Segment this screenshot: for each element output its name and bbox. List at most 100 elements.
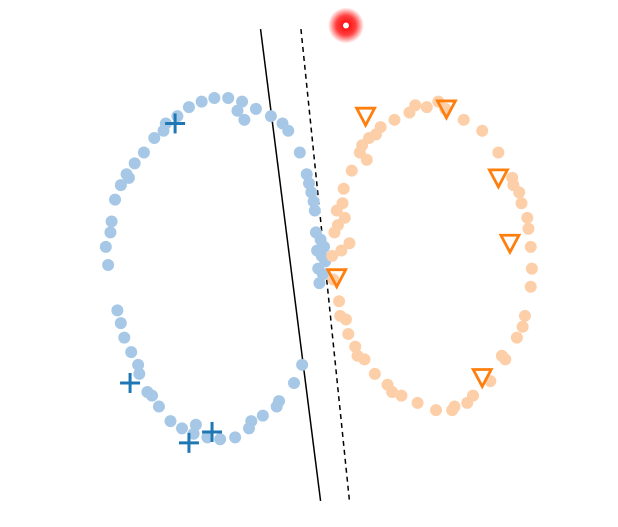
- unlabeled-points: [99, 92, 538, 446]
- unlabeled-class-a-point: [270, 400, 283, 413]
- unlabeled-class-b-point: [386, 386, 399, 399]
- unlabeled-class-b-point: [360, 153, 373, 166]
- unlabeled-class-a-point: [164, 415, 177, 428]
- unlabeled-class-a-point: [245, 415, 258, 428]
- unlabeled-class-a-point: [104, 226, 117, 239]
- unlabeled-class-a-point: [111, 304, 124, 317]
- unlabeled-class-b-point: [349, 340, 362, 353]
- unlabeled-class-a-point: [296, 358, 309, 371]
- unlabeled-class-b-point: [339, 313, 352, 326]
- unlabeled-class-b-point: [495, 349, 508, 362]
- labeled-class-b-marker: [354, 106, 377, 129]
- unlabeled-class-a-point: [300, 168, 313, 181]
- unlabeled-class-b-point: [333, 295, 346, 308]
- unlabeled-class-a-point: [308, 204, 321, 217]
- unlabeled-class-a-point: [214, 433, 227, 446]
- unlabeled-class-a-point: [256, 409, 269, 422]
- unlabeled-class-a-point: [307, 195, 320, 208]
- unlabeled-class-b-point: [525, 262, 538, 275]
- unlabeled-class-a-point: [305, 186, 318, 199]
- unlabeled-class-a-point: [146, 389, 158, 402]
- unlabeled-class-a-point: [152, 400, 165, 413]
- labeled-class-a-marker: [165, 113, 186, 134]
- unlabeled-class-a-point: [229, 431, 242, 444]
- unlabeled-class-a-point: [114, 317, 127, 330]
- unlabeled-class-b-point: [446, 404, 459, 417]
- unlabeled-class-a-point: [182, 101, 195, 114]
- unlabeled-class-a-point: [313, 277, 326, 290]
- unlabeled-class-a-point: [264, 110, 277, 123]
- unlabeled-class-b-point: [356, 139, 369, 152]
- unlabeled-class-a-point: [122, 171, 135, 184]
- labeled-class-b-marker: [435, 99, 458, 121]
- unlabeled-class-b-point: [516, 320, 529, 333]
- labeled-class-b-marker: [470, 368, 494, 390]
- unlabeled-class-b-point: [336, 197, 349, 210]
- unlabeled-class-b-point: [420, 101, 433, 114]
- unlabeled-class-a-point: [316, 268, 329, 281]
- labeled-class-b-marker: [487, 168, 510, 190]
- unlabeled-class-a-point: [99, 240, 112, 253]
- unlabeled-class-a-point: [176, 422, 189, 435]
- labeled-class-a-marker: [202, 421, 223, 442]
- labeled-class-a-marker: [178, 432, 199, 453]
- unlabeled-class-a-point: [238, 113, 251, 126]
- unlabeled-class-a-point: [288, 376, 301, 389]
- unlabeled-class-b-point: [522, 222, 535, 235]
- unlabeled-class-a-point: [187, 427, 200, 440]
- unlabeled-class-a-point: [293, 146, 306, 159]
- labeled-class-b-marker: [325, 268, 349, 290]
- unlabeled-class-a-point: [137, 146, 150, 159]
- unlabeled-class-b-point: [409, 99, 422, 112]
- unlabeled-class-b-point: [518, 309, 531, 322]
- unlabeled-class-b-point: [337, 182, 350, 195]
- labeled-points: [120, 99, 522, 453]
- unlabeled-class-b-point: [524, 280, 537, 293]
- unlabeled-class-b-point: [368, 367, 381, 380]
- unlabeled-class-b-point: [510, 331, 523, 344]
- unlabeled-class-b-point: [351, 349, 364, 362]
- unlabeled-class-b-point: [430, 404, 443, 417]
- unlabeled-class-b-point: [388, 113, 401, 126]
- unlabeled-class-b-point: [461, 396, 474, 409]
- unlabeled-class-b-point: [521, 211, 534, 224]
- unlabeled-class-b-point: [326, 249, 339, 262]
- unlabeled-class-a-point: [133, 367, 146, 380]
- unlabeled-class-b-point: [342, 327, 355, 340]
- unlabeled-class-a-point: [318, 240, 331, 253]
- unlabeled-class-a-point: [125, 346, 138, 359]
- unlabeled-class-a-point: [157, 124, 170, 137]
- unlabeled-class-a-point: [189, 418, 202, 431]
- unlabeled-class-a-point: [171, 110, 184, 123]
- unlabeled-class-a-point: [303, 177, 316, 190]
- unlabeled-class-a-point: [102, 259, 115, 271]
- unlabeled-class-a-point: [276, 117, 289, 130]
- unlabeled-class-a-point: [236, 95, 249, 108]
- boundary-solid-line: [259, 28, 322, 502]
- unlabeled-class-b-point: [492, 146, 505, 159]
- labeled-class-a-marker: [120, 372, 141, 393]
- unlabeled-class-b-point: [515, 197, 528, 210]
- unlabeled-class-b-point: [395, 389, 408, 402]
- labeled-class-b-marker: [498, 233, 522, 256]
- boundary-lines: [259, 28, 351, 502]
- unlabeled-class-a-point: [222, 92, 235, 105]
- query-point-center: [342, 22, 349, 29]
- unlabeled-class-b-point: [411, 396, 424, 409]
- unlabeled-class-b-point: [513, 186, 526, 199]
- unlabeled-class-b-point: [370, 128, 382, 141]
- unlabeled-class-a-point: [128, 157, 141, 170]
- unlabeled-class-b-point: [343, 237, 356, 250]
- unlabeled-class-a-point: [109, 193, 122, 206]
- unlabeled-class-a-point: [249, 102, 262, 115]
- unlabeled-class-a-point: [148, 131, 161, 144]
- unlabeled-class-a-point: [195, 95, 208, 108]
- unlabeled-class-a-point: [105, 215, 118, 228]
- unlabeled-class-a-point: [231, 104, 244, 117]
- unlabeled-class-a-point: [118, 331, 131, 344]
- unlabeled-class-a-point: [132, 358, 145, 371]
- unlabeled-class-b-point: [524, 240, 537, 253]
- unlabeled-class-a-point: [208, 92, 221, 105]
- unlabeled-class-b-point: [338, 211, 351, 224]
- unlabeled-class-a-point: [114, 179, 127, 192]
